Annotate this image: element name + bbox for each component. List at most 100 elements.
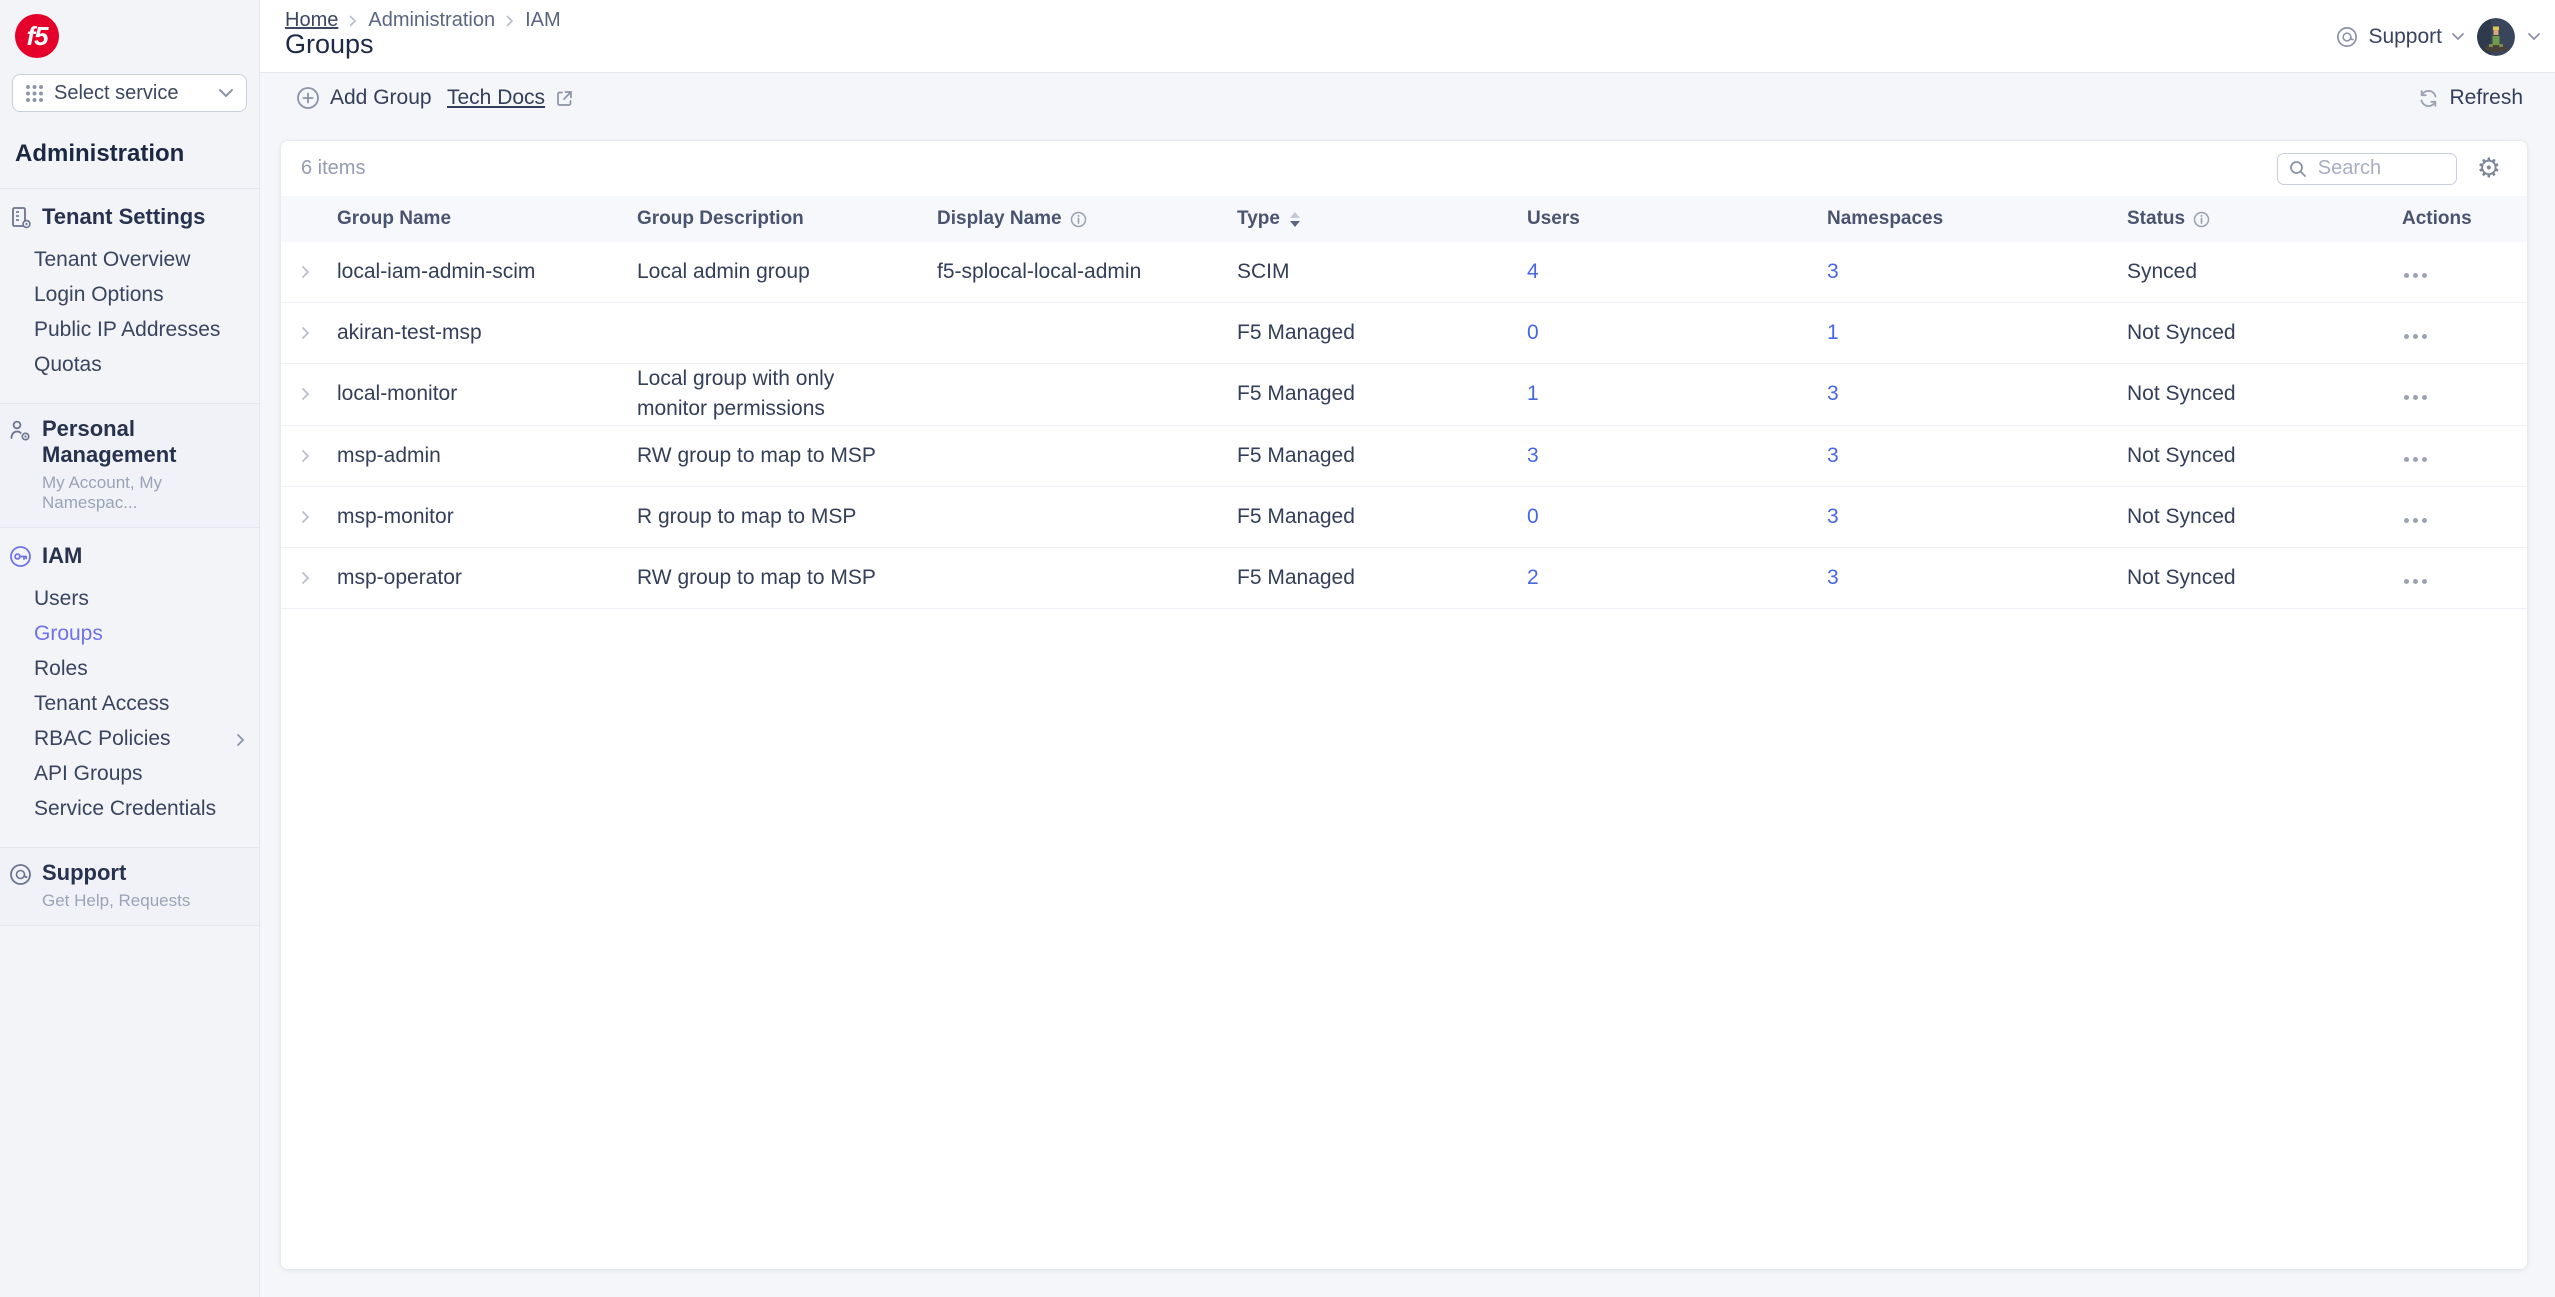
sidebar-item-api-groups[interactable]: API Groups	[34, 762, 143, 785]
namespaces-count-link[interactable]: 3	[1827, 504, 1839, 528]
namespaces-count-link[interactable]: 3	[1827, 443, 1839, 467]
namespaces-count-link[interactable]: 3	[1827, 260, 1839, 283]
sidebar-item-iam[interactable]: IAM	[0, 528, 259, 574]
info-icon[interactable]	[1070, 211, 1087, 228]
row-expander[interactable]	[301, 571, 337, 585]
groups-table-card: 6 items ⚙ Group Name Group Description D…	[280, 140, 2528, 1270]
breadcrumb: Home Administration IAM	[285, 9, 561, 32]
sidebar-item-service-credentials[interactable]: Service Credentials	[34, 797, 217, 820]
column-header-group-name: Group Name	[337, 208, 452, 229]
cell-status: Not Synced	[2127, 321, 2236, 344]
cell-group-description: RW group to map to MSP	[637, 443, 876, 467]
cell-actions	[2402, 382, 2527, 406]
info-icon[interactable]	[2193, 211, 2210, 228]
users-count-link[interactable]: 4	[1527, 260, 1539, 283]
select-service-label: Select service	[54, 81, 179, 104]
users-count-link[interactable]: 2	[1527, 565, 1539, 589]
namespaces-count-link[interactable]: 3	[1827, 382, 1839, 406]
tech-docs-link[interactable]: Tech Docs	[447, 86, 575, 110]
sidebar-item-tenant-overview[interactable]: Tenant Overview	[34, 248, 191, 271]
sidebar-item-groups[interactable]: Groups	[34, 622, 103, 645]
personal-management-text: Personal Management My Account, My Names…	[42, 416, 251, 513]
sort-icon	[1289, 211, 1300, 227]
row-expander[interactable]	[301, 510, 337, 524]
chevron-down-icon	[2451, 32, 2465, 41]
row-actions-button[interactable]	[2402, 267, 2429, 284]
select-service-dropdown[interactable]: Select service	[12, 74, 247, 112]
toolbar: Add Group Tech Docs Refresh	[260, 73, 2555, 131]
users-count-link[interactable]: 1	[1527, 382, 1539, 406]
cell-namespaces: 1	[1827, 321, 2127, 345]
sidebar-item-personal-management[interactable]: Personal Management My Account, My Names…	[0, 403, 259, 528]
column-header-group-description: Group Description	[637, 208, 804, 230]
cell-group-name: local-monitor	[337, 382, 458, 406]
row-actions-button[interactable]	[2402, 451, 2429, 468]
sidebar-item-public-ip-addresses[interactable]: Public IP Addresses	[34, 318, 221, 341]
breadcrumb-iam[interactable]: IAM	[525, 9, 561, 31]
refresh-button[interactable]: Refresh	[2417, 86, 2523, 110]
row-expander[interactable]	[301, 387, 337, 401]
support-subtitle: Get Help, Requests	[42, 891, 191, 910]
users-count-link[interactable]: 3	[1527, 443, 1539, 467]
sidebar-item-support[interactable]: Support Get Help, Requests	[0, 847, 259, 926]
cell-type: F5 Managed	[1237, 321, 1355, 344]
row-actions-button[interactable]	[2402, 512, 2429, 529]
cell-namespaces: 3	[1827, 382, 2127, 406]
add-group-button[interactable]: Add Group	[296, 86, 432, 110]
cell-status: Not Synced	[2127, 565, 2236, 589]
cell-type: SCIM	[1237, 260, 1290, 283]
chevron-down-icon[interactable]	[2527, 32, 2541, 41]
sidebar-item-tenant-settings[interactable]: Tenant Settings	[0, 189, 259, 235]
tech-docs-label: Tech Docs	[447, 86, 546, 109]
sidebar-item-login-options[interactable]: Login Options	[34, 283, 164, 306]
support-menu-button[interactable]: Support	[2335, 25, 2465, 49]
cell-users: 2	[1527, 566, 1827, 590]
namespaces-count-link[interactable]: 3	[1827, 565, 1839, 589]
gear-icon[interactable]: ⚙	[2476, 153, 2501, 183]
cell-namespaces: 3	[1827, 505, 2127, 529]
breadcrumb-administration[interactable]: Administration	[368, 9, 496, 31]
breadcrumb-home[interactable]: Home	[285, 9, 339, 31]
personal-management-subtitle: My Account, My Namespac...	[42, 473, 162, 512]
column-header-status: Status	[2127, 208, 2402, 230]
users-count-link[interactable]: 0	[1527, 504, 1539, 528]
users-count-link[interactable]: 0	[1527, 321, 1539, 344]
cell-group-name: local-iam-admin-scim	[337, 260, 536, 283]
cell-group-name: msp-operator	[337, 565, 462, 589]
search-icon	[2288, 159, 2308, 179]
sidebar-item-users[interactable]: Users	[34, 587, 89, 610]
row-actions-button[interactable]	[2402, 573, 2429, 590]
row-expander[interactable]	[301, 265, 337, 279]
cell-group-name: akiran-test-msp	[337, 321, 482, 344]
external-link-icon	[554, 88, 575, 109]
row-expander[interactable]	[301, 449, 337, 463]
refresh-icon	[2417, 87, 2440, 110]
row-actions-button[interactable]	[2402, 328, 2429, 345]
support-text: Support Get Help, Requests	[42, 860, 190, 911]
row-actions-button[interactable]	[2402, 389, 2429, 406]
sidebar: f5 Select service Administration Tenant …	[0, 0, 260, 1297]
cell-namespaces: 3	[1827, 566, 2127, 590]
table-row: local-monitor Local group with only moni…	[281, 364, 2527, 426]
sidebar-item-rbac-policies[interactable]: RBAC Policies	[0, 722, 259, 757]
iam-subnav: Users Groups Roles Tenant Access RBAC Po…	[0, 574, 259, 833]
sidebar-item-roles[interactable]: Roles	[34, 657, 88, 680]
table-row: local-iam-admin-scim Local admin group f…	[281, 242, 2527, 303]
page-title: Groups	[285, 29, 374, 59]
cell-namespaces: 3	[1827, 260, 2127, 284]
namespaces-count-link[interactable]: 1	[1827, 321, 1839, 344]
row-expander[interactable]	[301, 326, 337, 340]
tenant-settings-subnav: Tenant Overview Login Options Public IP …	[0, 235, 259, 389]
sidebar-item-quotas[interactable]: Quotas	[34, 353, 102, 376]
rbac-policies-label: RBAC Policies	[34, 727, 171, 750]
table-row: msp-monitor R group to map to MSP F5 Man…	[281, 487, 2527, 548]
sidebar-item-tenant-access[interactable]: Tenant Access	[34, 692, 170, 715]
cell-actions	[2402, 260, 2527, 284]
chevron-right-icon	[236, 733, 245, 747]
column-header-type[interactable]: Type	[1237, 208, 1527, 230]
f5-logo: f5	[15, 14, 59, 58]
avatar[interactable]	[2477, 17, 2515, 56]
table-card-header: 6 items ⚙	[281, 141, 2527, 196]
search-input[interactable]	[2315, 156, 2446, 181]
at-circle-icon	[2335, 25, 2359, 49]
